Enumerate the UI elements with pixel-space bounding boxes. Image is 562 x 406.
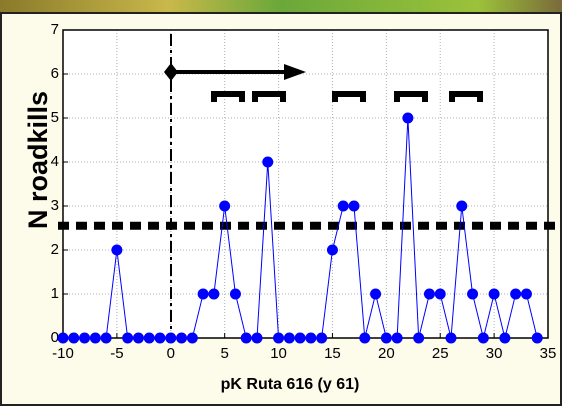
data-point — [122, 333, 133, 344]
data-point — [58, 333, 69, 344]
data-point — [111, 245, 122, 256]
data-point — [144, 333, 155, 344]
top-strip — [0, 0, 562, 13]
data-point — [499, 333, 510, 344]
y-tick-label: 2 — [51, 241, 59, 258]
x-tick-label: 25 — [432, 345, 449, 362]
data-point — [219, 201, 230, 212]
data-point — [370, 289, 381, 300]
data-point — [456, 201, 467, 212]
x-tick-label: -5 — [110, 345, 123, 362]
x-tick-label: -10 — [52, 345, 74, 362]
y-axis-label: N roadkills — [23, 91, 53, 229]
data-point — [478, 333, 489, 344]
data-point — [446, 333, 457, 344]
data-point — [284, 333, 295, 344]
data-point — [359, 333, 370, 344]
y-tick-label: 3 — [51, 197, 59, 214]
data-point — [489, 289, 500, 300]
data-point — [155, 333, 166, 344]
data-point — [198, 289, 209, 300]
data-point — [176, 333, 187, 344]
chart: pK Ruta 616 (y 61) N roadkills 0 1 2 3 4 5 6 7 -… — [0, 0, 562, 406]
data-point — [435, 289, 446, 300]
data-point — [392, 333, 403, 344]
data-point — [424, 289, 435, 300]
data-point — [305, 333, 316, 344]
y-tick-label: 7 — [51, 21, 59, 38]
data-point — [68, 333, 79, 344]
data-point — [349, 201, 360, 212]
x-tick-label: 5 — [220, 345, 228, 362]
x-tick-label: 20 — [378, 345, 395, 362]
y-tick-label: 1 — [51, 285, 59, 302]
data-point — [90, 333, 101, 344]
data-point — [262, 157, 273, 168]
data-point — [208, 289, 219, 300]
data-point — [273, 333, 284, 344]
data-point — [241, 333, 252, 344]
data-point — [381, 333, 392, 344]
y-tick-label: 4 — [51, 153, 59, 170]
data-point — [402, 113, 413, 124]
x-tick-label: 35 — [540, 345, 557, 362]
x-tick-label: 10 — [270, 345, 287, 362]
x-axis-label: pK Ruta 616 (y 61) — [221, 376, 360, 393]
data-point — [338, 201, 349, 212]
data-point — [165, 333, 176, 344]
x-tick-label: 0 — [167, 345, 175, 362]
data-point — [510, 289, 521, 300]
data-point — [413, 333, 424, 344]
data-point — [467, 289, 478, 300]
data-point — [79, 333, 90, 344]
data-point — [316, 333, 327, 344]
y-tick-label: 6 — [51, 65, 59, 82]
x-tick-label: 15 — [324, 345, 341, 362]
data-point — [187, 333, 198, 344]
y-tick-label: 5 — [51, 109, 59, 126]
data-point — [532, 333, 543, 344]
data-point — [230, 289, 241, 300]
data-point — [521, 289, 532, 300]
data-point — [252, 333, 263, 344]
data-point — [133, 333, 144, 344]
data-point — [101, 333, 112, 344]
x-tick-label: 30 — [486, 345, 503, 362]
data-point — [327, 245, 338, 256]
data-point — [295, 333, 306, 344]
